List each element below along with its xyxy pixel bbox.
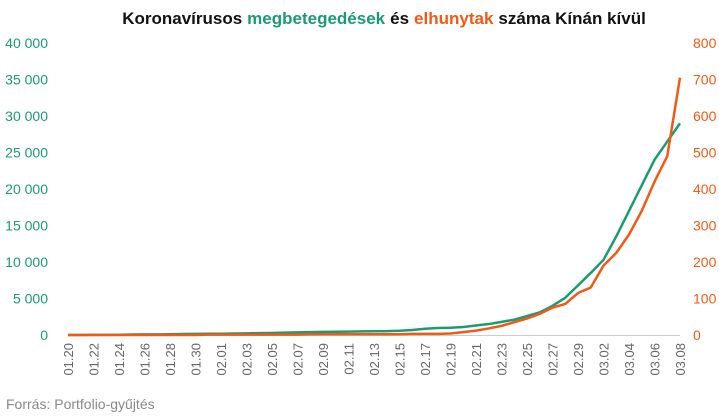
series-line <box>68 77 682 337</box>
title-part: Koronavírusos <box>122 9 242 28</box>
x-tick-label: 02.11 <box>342 343 357 375</box>
y2-tick-label: 300 <box>693 218 717 234</box>
y2-tick-label: 400 <box>693 181 717 197</box>
y2-tick-label: 100 <box>693 291 717 307</box>
title-series-name: megbetegedések <box>247 9 385 28</box>
x-tick-label: 01.20 <box>61 343 76 376</box>
x-tick-label: 03.02 <box>597 343 612 376</box>
x-tick-label: 02.25 <box>520 343 535 376</box>
y2-tick-label: 0 <box>693 327 701 343</box>
x-tick-label: 02.09 <box>316 343 331 376</box>
y2-tick-label: 600 <box>693 108 717 124</box>
y-tick-label: 30 000 <box>5 108 48 124</box>
y-tick-label: 25 000 <box>5 145 48 161</box>
x-tick-label: 02.27 <box>546 343 561 376</box>
x-tick-label: 03.08 <box>673 343 688 376</box>
x-tick-label: 02.15 <box>393 343 408 376</box>
x-tick-label: 02.03 <box>240 343 255 376</box>
x-tick-label: 02.21 <box>469 343 484 376</box>
x-tick-label: 02.23 <box>495 343 510 376</box>
x-tick-label: 02.29 <box>571 343 586 376</box>
title-part: és <box>390 9 409 28</box>
series-line <box>67 122 682 337</box>
x-tick-label: 03.04 <box>622 343 637 376</box>
y-tick-label: 20 000 <box>5 181 48 197</box>
title-series-name: elhunytak <box>414 9 494 28</box>
chart-title: Koronavírusos megbetegedések és elhunytak sz… <box>122 9 646 28</box>
x-tick-label: 01.26 <box>138 343 153 376</box>
x-tick-label: 01.22 <box>87 343 102 376</box>
x-tick-label: 02.13 <box>367 343 382 376</box>
y-tick-label: 15 000 <box>5 218 48 234</box>
x-tick-label: 01.24 <box>112 343 127 376</box>
y2-tick-label: 200 <box>693 254 717 270</box>
x-tick-label: 02.05 <box>265 343 280 376</box>
y-tick-label: 40 000 <box>5 35 48 51</box>
x-tick-label: 03.06 <box>648 343 663 376</box>
title-part: száma Kínán kívül <box>498 9 645 28</box>
y2-tick-label: 700 <box>693 72 717 88</box>
x-tick-label: 02.19 <box>444 343 459 376</box>
y-tick-label: 5 000 <box>13 291 48 307</box>
x-tick-label: 02.07 <box>291 343 306 376</box>
x-tick-label: 02.01 <box>214 343 229 376</box>
x-tick-label: 02.17 <box>418 343 433 376</box>
source: Forrás: Portfolio-gyűjtés <box>6 396 155 412</box>
y2-tick-label: 500 <box>693 145 717 161</box>
x-tick-label: 01.28 <box>163 343 178 376</box>
y2-tick-label: 800 <box>693 35 717 51</box>
y-tick-label: 10 000 <box>5 254 48 270</box>
y-tick-label: 35 000 <box>5 72 48 88</box>
y-tick-label: 0 <box>40 327 48 343</box>
x-tick-label: 01.30 <box>189 343 204 376</box>
